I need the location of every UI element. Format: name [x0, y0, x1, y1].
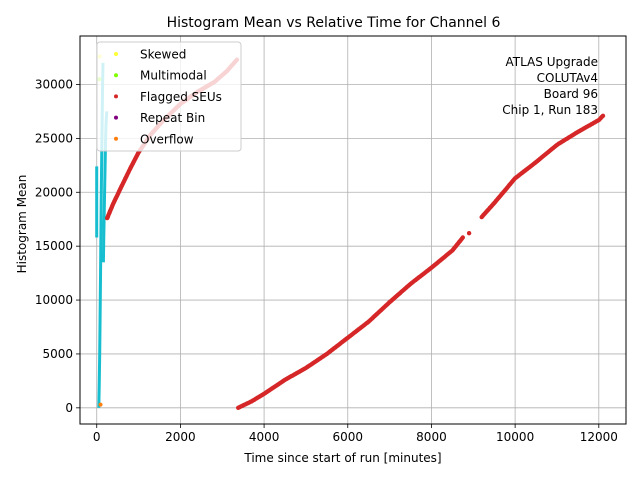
data-point	[460, 235, 465, 240]
data-point	[466, 231, 472, 236]
y-tick-label: 10000	[35, 293, 73, 307]
y-axis: 0 5000 10000 15000 20000 25000 30000	[35, 78, 80, 415]
annotation-line: COLUTAv4	[537, 71, 598, 85]
grid	[80, 36, 626, 424]
legend-marker	[114, 73, 118, 78]
y-tick-label: 0	[65, 401, 73, 415]
y-tick-label: 15000	[35, 239, 73, 253]
annotation-line: Chip 1, Run 183	[502, 103, 598, 117]
legend-marker	[114, 136, 118, 141]
x-axis-label: Time since start of run [minutes]	[243, 451, 441, 465]
annotation-line: Board 96	[544, 87, 598, 101]
x-tick-label: 2000	[165, 430, 196, 444]
legend-marker	[114, 52, 118, 56]
legend-box	[96, 41, 242, 152]
x-axis: 0 2000 4000 6000 8000 10000 12000	[93, 424, 618, 444]
x-tick-label: 8000	[416, 430, 447, 444]
x-tick-label: 10000	[496, 430, 534, 444]
run-annotation: ATLAS Upgrade COLUTAv4 Board 96 Chip 1, Run…	[502, 55, 598, 117]
y-axis-label: Histogram Mean	[15, 175, 29, 274]
y-tick-label: 30000	[35, 78, 73, 92]
chart-title: Histogram Mean vs Relative Time for Chan…	[167, 15, 501, 31]
data-point	[600, 113, 606, 119]
legend-marker	[114, 115, 118, 120]
plot-frame	[79, 35, 627, 425]
x-tick-label: 4000	[249, 430, 280, 444]
legend-entry: Multimodal	[140, 69, 207, 83]
x-tick-label: 6000	[332, 430, 363, 444]
legend-entry: Repeat Bin	[140, 111, 205, 125]
data-point	[98, 402, 103, 407]
legend-entry: Flagged SEUs	[140, 90, 222, 104]
legend-entry: Overflow	[140, 132, 194, 146]
legend: Skewed Multimodal Flagged SEUs Repeat Bin Ov…	[96, 41, 242, 152]
y-tick-label: 5000	[42, 347, 73, 361]
y-tick-label: 20000	[35, 185, 73, 199]
y-tick-label: 25000	[35, 131, 73, 145]
legend-entry: Skewed	[140, 48, 186, 62]
annotation-line: ATLAS Upgrade	[505, 55, 598, 69]
legend-marker	[114, 94, 118, 99]
x-tick-label: 12000	[580, 430, 618, 444]
x-tick-label: 0	[93, 430, 101, 444]
